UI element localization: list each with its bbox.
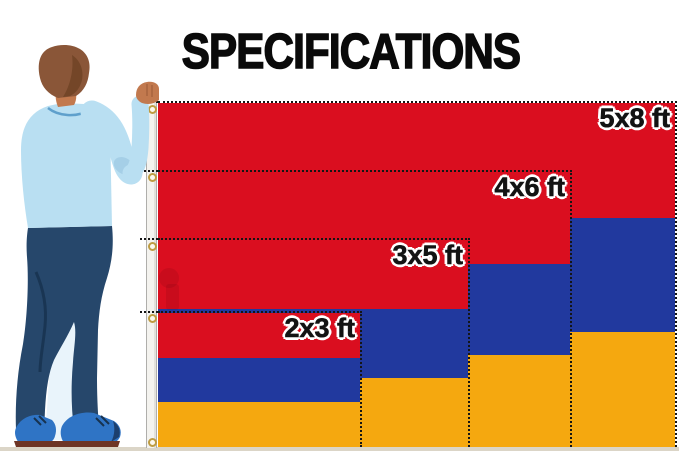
stripe-blue [158, 357, 360, 403]
grommet [148, 173, 157, 182]
grommet [148, 314, 157, 323]
size-label-5x8: 5x8 ft [599, 103, 670, 133]
page-title: SPECIFICATIONS [181, 24, 522, 79]
man-holding-flagpole-icon [14, 44, 159, 447]
stripe-orange [158, 402, 360, 448]
size-label-3x5: 3x5 ft [392, 240, 463, 270]
grommet [148, 105, 157, 114]
stripe-red [158, 313, 360, 358]
watermark-stem [166, 284, 179, 310]
stripe-red [158, 240, 468, 309]
grommet [148, 242, 157, 251]
fabric-watermark [158, 266, 188, 312]
grommet [148, 438, 157, 447]
ground-strip [0, 447, 679, 451]
dotted-stub [140, 311, 158, 313]
dotted-stub [140, 170, 158, 172]
watermark-circle [159, 268, 179, 288]
dotted-stub [140, 238, 158, 240]
size-label-4x6: 4x6 ft [494, 172, 565, 202]
size-label-2x3: 2x3 ft [284, 313, 355, 343]
flag-2x3: 2x3 ft [158, 311, 362, 448]
